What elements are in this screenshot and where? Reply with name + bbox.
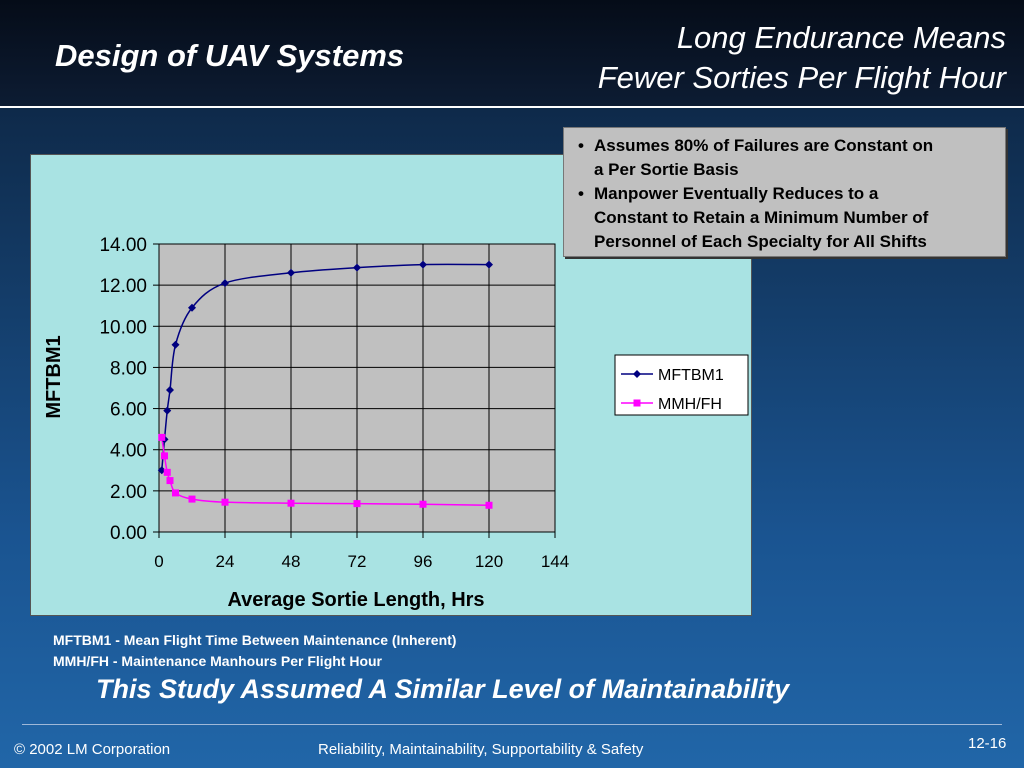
data-point-mmh-fh: [161, 452, 168, 460]
y-tick-label: 2.00: [110, 482, 147, 503]
x-tick-label: 48: [282, 552, 301, 571]
data-point-mftbm1: [353, 263, 361, 272]
data-point-mmh-fh: [221, 498, 229, 506]
data-point-mftbm1: [287, 268, 295, 277]
data-point-mftbm1: [163, 406, 172, 415]
data-point-mmh-fh: [419, 500, 427, 508]
data-point-mmh-fh: [158, 433, 166, 441]
page-number: 12-16: [968, 735, 1007, 752]
chart-legend: MFTBM1 MMH/FH: [614, 354, 749, 416]
subtitle-line-1: Long Endurance Means: [676, 20, 1006, 55]
legend-marker-mftbm1: [633, 370, 641, 378]
bullet-1-line-1: Assumes 80% of Failures are Constant on: [594, 136, 934, 155]
x-tick-label: 24: [216, 552, 235, 571]
data-point-mmh-fh: [163, 468, 171, 476]
y-tick-label: 12.00: [99, 276, 147, 297]
footer-subject: Reliability, Maintainability, Supportabi…: [318, 741, 644, 758]
x-axis-label: Average Sortie Length, Hrs: [227, 589, 484, 611]
y-tick-label: 8.00: [110, 358, 147, 379]
definition-mmhfh: MMH/FH - Maintenance Manhours Per Flight…: [53, 653, 383, 669]
legend-marker-mmh-fh: [633, 399, 641, 407]
x-tick-label: 120: [475, 552, 503, 571]
y-tick-label: 14.00: [99, 235, 147, 256]
bullet-1-line-2: a Per Sortie Basis: [594, 160, 739, 179]
x-tick-label: 0: [154, 552, 163, 571]
bullet-glyph: •: [578, 184, 584, 203]
definition-mftbm1: MFTBM1 - Mean Flight Time Between Mainte…: [53, 632, 457, 648]
bullet-item-1: • Assumes 80% of Failures are Constant o…: [576, 134, 995, 182]
bullet-glyph: •: [578, 136, 584, 155]
data-point-mftbm1: [221, 279, 229, 288]
data-point-mmh-fh: [188, 495, 196, 503]
bullet-2-line-3: Personnel of Each Specialty for All Shif…: [594, 232, 927, 251]
legend-label-mftbm1: MFTBM1: [658, 367, 724, 384]
plot-border: [158, 243, 556, 533]
x-tick-label: 144: [541, 552, 569, 571]
bullet-2-line-1: Manpower Eventually Reduces to a: [594, 184, 879, 203]
y-axis-label: MFTBM1: [43, 335, 65, 418]
data-point-mmh-fh: [353, 500, 361, 508]
data-point-mmh-fh: [166, 477, 174, 485]
data-point-mftbm1: [171, 340, 180, 349]
footer-copyright: © 2002 LM Corporation: [14, 741, 171, 758]
slide-header: Design of UAV Systems Long Endurance Mea…: [0, 0, 1024, 108]
assumptions-box: • Assumes 80% of Failures are Constant o…: [563, 127, 1006, 257]
x-tick-label: 72: [348, 552, 367, 571]
legend-label-mmh-fh: MMH/FH: [658, 396, 722, 413]
data-point-mftbm1: [485, 260, 493, 269]
y-tick-label: 10.00: [99, 317, 147, 338]
data-point-mftbm1: [188, 303, 196, 312]
y-tick-label: 6.00: [110, 400, 147, 421]
y-tick-label: 4.00: [110, 441, 147, 462]
conclusion-text: This Study Assumed A Similar Level of Ma…: [96, 674, 790, 704]
x-tick-label: 96: [414, 552, 433, 571]
data-point-mftbm1: [166, 386, 174, 395]
line-chart: 0.00 2.00 4.00 6.00 8.00 10.00 12.00 14.00 0 24 48…: [43, 235, 749, 611]
definitions: MFTBM1 - Mean Flight Time Between Mainte…: [53, 630, 456, 672]
data-point-mmh-fh: [485, 501, 493, 509]
data-point-mmh-fh: [287, 499, 295, 507]
y-tick-label: 0.00: [110, 523, 147, 544]
data-point-mftbm1: [419, 260, 427, 269]
slide-subtitle: Long Endurance Means Fewer Sorties Per F…: [598, 18, 1006, 98]
bullet-2-line-2: Constant to Retain a Minimum Number of: [594, 208, 929, 227]
slide-title: Design of UAV Systems: [55, 38, 405, 73]
footer-divider: [22, 724, 1002, 725]
series-line-mftbm1: [161, 263, 490, 471]
bullet-item-2: • Manpower Eventually Reduces to a Const…: [576, 182, 995, 254]
subtitle-line-2: Fewer Sorties Per Flight Hour: [597, 60, 1006, 95]
data-point-mmh-fh: [172, 489, 179, 497]
